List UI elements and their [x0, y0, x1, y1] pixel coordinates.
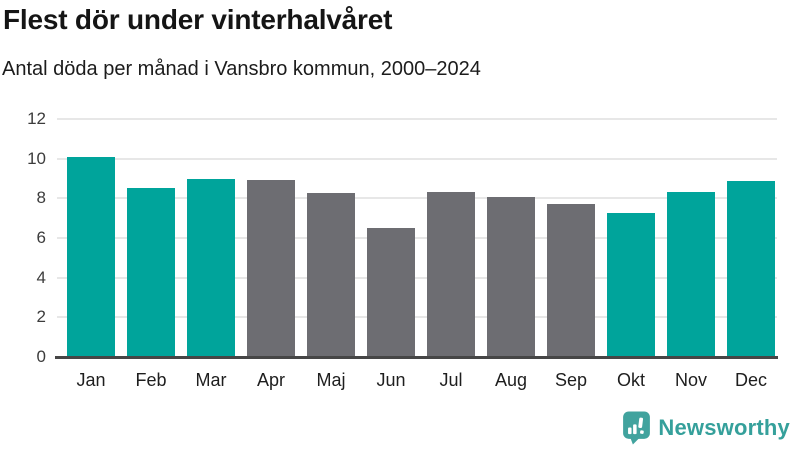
- x-tick-label-feb: Feb: [135, 370, 167, 390]
- bar-nov: [667, 192, 715, 357]
- x-tick-label-maj: Maj: [316, 370, 346, 390]
- x-tick-label-dec: Dec: [734, 370, 767, 390]
- newsworthy-logo-icon: [622, 411, 651, 445]
- x-tick-label-mar: Mar: [195, 370, 227, 390]
- bar-jul: [427, 192, 475, 357]
- bar-jun: [367, 228, 415, 357]
- bar-jan: [67, 156, 115, 357]
- y-tick-label-2: 2: [36, 307, 46, 327]
- plot-area: [57, 118, 777, 357]
- bar-apr: [247, 180, 295, 357]
- y-tick-label-10: 10: [27, 148, 46, 168]
- x-tick-label-nov: Nov: [674, 370, 707, 390]
- y-tick-label-4: 4: [36, 267, 46, 287]
- x-axis-labels: Jan Feb Mar Apr Maj Jun Jul Aug Sep Okt Nov Dec: [57, 367, 777, 393]
- y-tick-label-0: 0: [36, 347, 46, 366]
- x-tick-label-okt: Okt: [616, 370, 645, 390]
- gridline-y2: [57, 316, 777, 319]
- x-tick-label-jul: Jul: [439, 370, 463, 390]
- gridline-y4: [57, 276, 777, 279]
- x-tick-label-apr: Apr: [256, 370, 285, 390]
- bar-feb: [127, 188, 175, 357]
- x-tick-label-sep: Sep: [554, 370, 588, 390]
- y-tick-label-8: 8: [36, 188, 46, 208]
- x-tick-label-jun: Jun: [376, 370, 406, 390]
- x-axis-line: [55, 356, 778, 359]
- gridline-y6: [57, 237, 777, 239]
- x-tick-label-aug: Aug: [494, 370, 528, 390]
- gridline-y8: [57, 197, 777, 200]
- newsworthy-logo-text: Newsworthy: [658, 415, 790, 440]
- bar-aug: [487, 197, 535, 357]
- gridline-y10: [57, 157, 777, 160]
- bar-sep: [547, 204, 595, 357]
- bar-okt: [607, 213, 655, 357]
- chart-title: Flest dör under vinterhalvåret: [3, 4, 393, 35]
- y-axis-labels: 0 2 4 6 8 10 12: [0, 109, 46, 366]
- bar-dec: [727, 181, 775, 357]
- newsworthy-logo[interactable]: Newsworthy: [622, 411, 790, 445]
- gridline-y12: [57, 118, 777, 120]
- x-tick-label-jan: Jan: [76, 370, 106, 390]
- y-tick-label-6: 6: [36, 228, 46, 247]
- bar-mar: [187, 178, 235, 357]
- chart-subtitle: Antal döda per månad i Vansbro kommun, 2…: [2, 58, 481, 80]
- y-tick-label-12: 12: [27, 109, 46, 128]
- bar-maj: [307, 193, 355, 357]
